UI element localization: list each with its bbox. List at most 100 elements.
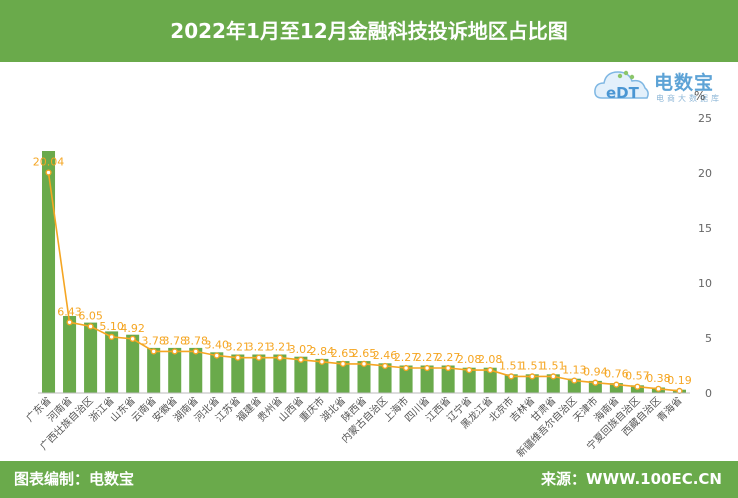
line-point-9 — [213, 352, 220, 359]
bar-20 — [441, 365, 455, 393]
y-axis-unit: % — [694, 89, 705, 103]
bar-6 — [147, 347, 161, 393]
bar-18 — [399, 365, 413, 393]
data-label: 1.51 — [541, 359, 566, 372]
y-axis: 0 5 10 15 20 25 — [698, 112, 712, 400]
logo-name: 电数宝 — [654, 72, 715, 94]
bar-2 — [63, 316, 77, 393]
line-point-21 — [466, 367, 473, 374]
y-tick-label: 5 — [705, 332, 712, 345]
line-point-16 — [360, 360, 368, 367]
footer-source: 来源：WWW.100EC.CN — [541, 470, 722, 488]
data-label: 1.13 — [562, 364, 587, 377]
line-point-1 — [45, 169, 52, 176]
line-point-2 — [66, 319, 73, 326]
bar-23 — [504, 374, 518, 393]
y-tick-label: 25 — [698, 112, 712, 125]
data-label: 2.27 — [394, 351, 419, 364]
data-label: 6.05 — [78, 309, 103, 322]
line-point-23 — [508, 373, 515, 380]
bar-28 — [609, 383, 623, 393]
line-point-25 — [550, 373, 557, 380]
line-point-22 — [487, 367, 494, 374]
bar-7 — [168, 347, 182, 393]
line-point-15 — [339, 360, 347, 367]
bar-4 — [105, 331, 119, 393]
bar-16 — [357, 361, 371, 393]
bar-10 — [231, 354, 245, 393]
line-point-29 — [634, 383, 641, 390]
data-label: 3.21 — [226, 341, 251, 354]
bar-5 — [126, 334, 140, 393]
bar-9 — [210, 352, 224, 393]
bar-17 — [378, 363, 392, 393]
bar-26 — [567, 378, 581, 393]
line-point-19 — [423, 364, 431, 372]
data-label: 2.08 — [457, 353, 482, 366]
data-label: 3.02 — [289, 343, 314, 356]
title-band: 2022年1月至12月金融科技投诉地区占比图 — [0, 0, 738, 62]
line-point-11 — [255, 354, 262, 361]
line-point-6 — [150, 348, 157, 355]
data-label: 2.27 — [436, 351, 461, 364]
line-point-27 — [592, 379, 599, 386]
bar-21 — [462, 367, 476, 393]
bar-8 — [189, 347, 203, 393]
data-label: 3.78 — [162, 334, 187, 347]
line-point-20 — [445, 364, 452, 372]
line-point-5 — [129, 335, 136, 342]
bar-24 — [525, 374, 539, 393]
bar-11 — [252, 354, 266, 393]
data-label: 0.76 — [604, 368, 629, 381]
line-point-18 — [402, 364, 410, 372]
data-label: 3.21 — [268, 341, 293, 354]
logo-subtitle: 电商大数据库 — [656, 94, 722, 103]
data-label: 0.19 — [667, 374, 692, 387]
data-label: 2.08 — [478, 353, 503, 366]
data-label: 2.27 — [415, 351, 440, 364]
line-point-4 — [108, 333, 115, 341]
data-label: 2.65 — [331, 347, 356, 360]
bar-22 — [483, 367, 497, 393]
data-label: 20.04 — [33, 156, 65, 169]
line-point-13 — [297, 356, 305, 363]
bar-1 — [41, 151, 56, 393]
footer-credit: 图表编制：电数宝 — [14, 470, 135, 488]
data-label: 1.51 — [520, 359, 545, 372]
bar-13 — [294, 356, 308, 393]
data-label: 5.10 — [99, 320, 124, 333]
data-label: 3.21 — [247, 341, 272, 354]
y-tick-label: 0 — [705, 387, 712, 400]
bar-25 — [546, 374, 560, 393]
data-label: 2.65 — [352, 347, 377, 360]
line-point-24 — [529, 373, 536, 380]
brand-logo: eDT 电数宝 电商大数据库 — [592, 62, 732, 106]
line-point-8 — [192, 348, 199, 355]
bar-27 — [588, 380, 602, 393]
data-labels: 20.046.436.055.104.923.783.783.783.403.2… — [33, 156, 692, 387]
logo-mark-text: eDT — [606, 84, 640, 102]
line-point-28 — [613, 381, 620, 388]
cloud-logo-icon: eDT — [594, 70, 649, 102]
data-label: 0.94 — [583, 366, 608, 379]
bar-line-chart: % 广东省河南省广西壮族自治区浙江省山东省云南省安徽省湖南省河北省江苏省福建省贵… — [23, 89, 712, 460]
data-label: 4.92 — [120, 322, 145, 335]
chart-title: 2022年1月至12月金融科技投诉地区占比图 — [170, 19, 568, 43]
line-point-3 — [87, 323, 94, 330]
line-point-26 — [571, 377, 578, 384]
bar-19 — [420, 365, 434, 393]
data-label: 3.78 — [183, 334, 208, 347]
data-label: 2.46 — [373, 349, 398, 362]
data-label: 3.78 — [141, 334, 166, 347]
data-label: 3.40 — [205, 339, 230, 352]
line-series — [45, 169, 683, 395]
data-label: 6.43 — [57, 305, 82, 318]
line-point-14 — [318, 358, 326, 365]
y-tick-label: 10 — [698, 277, 712, 290]
data-label: 1.51 — [499, 359, 524, 372]
bar-12 — [273, 354, 287, 393]
bar-series — [41, 151, 687, 393]
line-point-10 — [234, 354, 241, 361]
line-point-17 — [381, 362, 389, 370]
data-label: 0.57 — [625, 370, 650, 383]
